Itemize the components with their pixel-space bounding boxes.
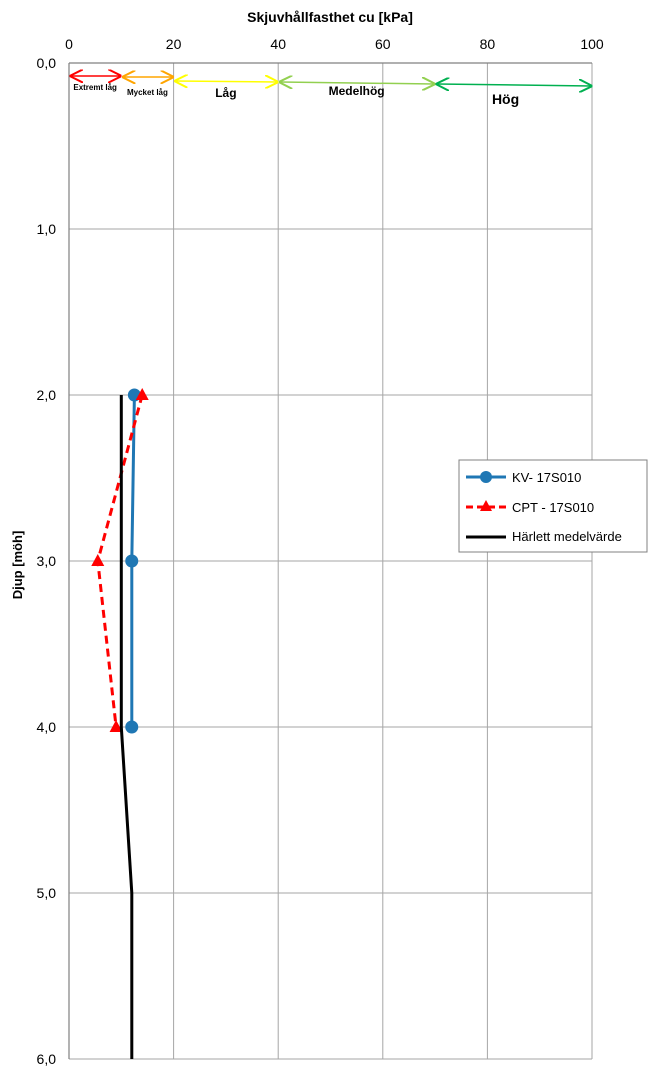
- y-tick-label-3: 3,0: [37, 553, 57, 569]
- zone-label-2: Låg: [215, 86, 236, 100]
- zone-label-4: Hög: [492, 91, 519, 107]
- legend-marker-cpt: [480, 500, 492, 511]
- zone-arrow-4: [437, 84, 591, 86]
- data-series: [91, 388, 149, 1059]
- y-tick-labels: 0,0 1,0 2,0 3,0 4,0 5,0 6,0: [37, 55, 57, 1067]
- y-tick-label-6: 6,0: [37, 1051, 57, 1067]
- x-tick-label-2: 40: [270, 36, 286, 52]
- series-1-point-1: [91, 554, 105, 566]
- y-tick-label-1: 1,0: [37, 221, 57, 237]
- x-tick-label-3: 60: [375, 36, 391, 52]
- legend-label-mean: Härlett medelvärde: [512, 529, 622, 544]
- series-0-point-1: [125, 554, 139, 568]
- zone-arrow-3: [280, 82, 434, 84]
- legend-marker-kv: [480, 471, 492, 483]
- y-axis-title: Djup [möh]: [10, 531, 25, 600]
- y-tick-label-4: 4,0: [37, 719, 57, 735]
- y-tick-label-2: 2,0: [37, 387, 57, 403]
- x-axis-title: Skjuvhållfasthet cu [kPa]: [247, 9, 413, 25]
- series-1-point-2: [109, 720, 123, 732]
- x-tick-labels: 0 20 40 60 80 100: [65, 36, 604, 52]
- y-tick-label-5: 5,0: [37, 885, 57, 901]
- zone-label-3: Medelhög: [329, 84, 385, 98]
- strength-zones: Extremt låg Mycket låg Låg Medelhög Hög: [71, 76, 591, 107]
- x-tick-label-1: 20: [166, 36, 182, 52]
- y-tick-label-0: 0,0: [37, 55, 57, 71]
- x-tick-label-5: 100: [580, 36, 604, 52]
- legend-label-kv: KV- 17S010: [512, 470, 581, 485]
- zone-label-0: Extremt låg: [73, 83, 117, 92]
- series-0-point-2: [125, 720, 139, 734]
- zone-label-1: Mycket låg: [127, 88, 168, 97]
- legend: KV- 17S010 CPT - 17S010 Härlett medelvär…: [458, 459, 648, 553]
- series-line-2: [119, 395, 134, 1059]
- legend-label-cpt: CPT - 17S010: [512, 500, 594, 515]
- x-tick-label-0: 0: [65, 36, 73, 52]
- grid-lines: [68, 62, 593, 1060]
- x-tick-label-4: 80: [480, 36, 496, 52]
- zone-arrow-2: [176, 81, 278, 82]
- series-1-point-0: [135, 388, 149, 400]
